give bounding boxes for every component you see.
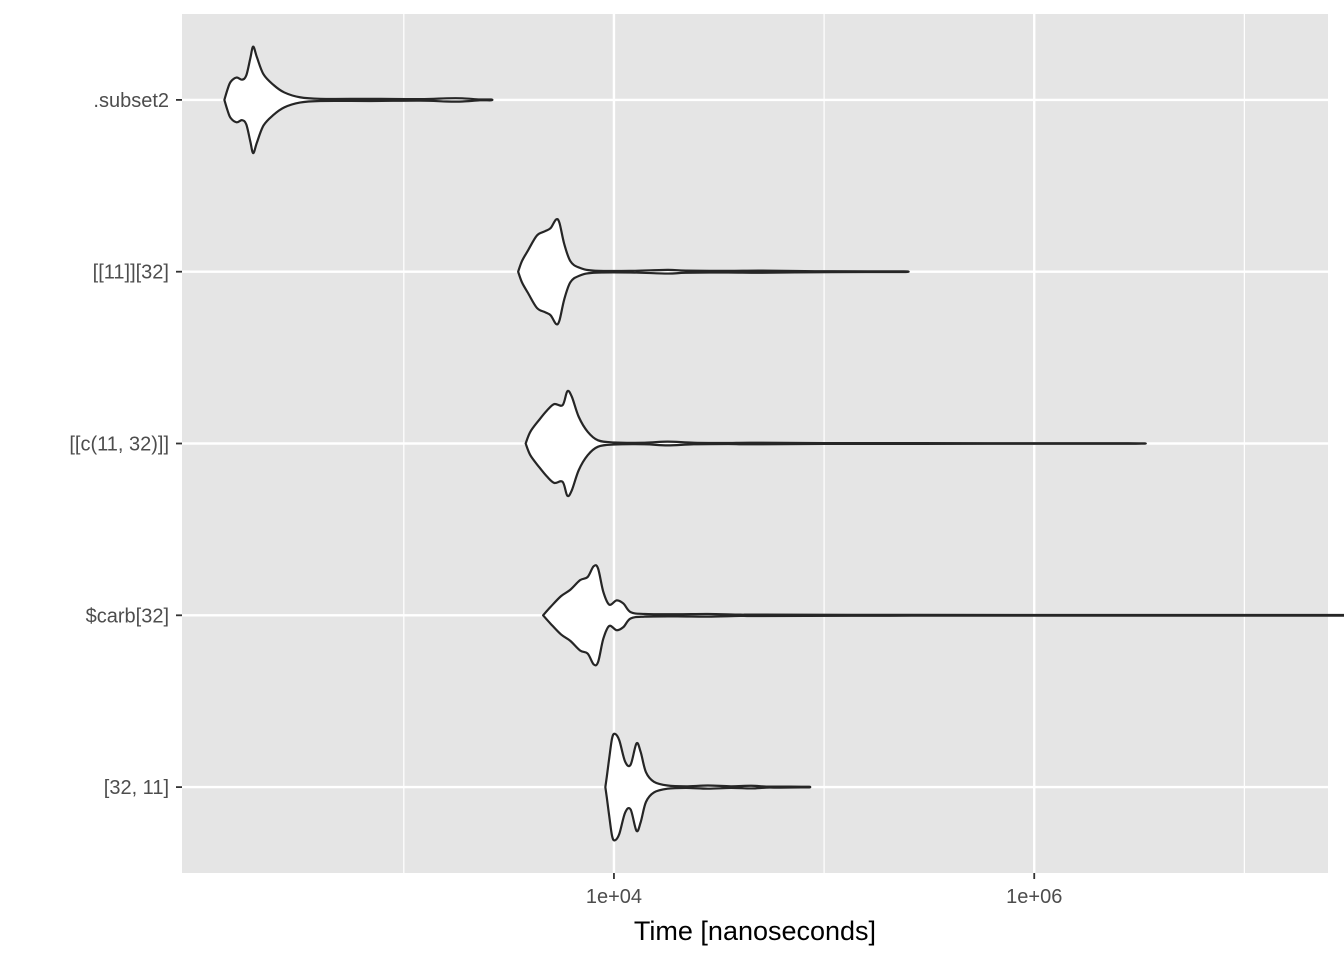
violin-2 — [524, 389, 1147, 498]
x-tick-label: 1e+04 — [586, 886, 642, 908]
violin-4 — [604, 732, 812, 842]
y-tick-label: .subset2 — [93, 90, 169, 112]
x-axis: 1e+04 1e+06 — [586, 873, 1062, 908]
y-tick-label: $carb[32] — [86, 605, 169, 627]
x-tick-label: 1e+06 — [1006, 886, 1062, 908]
violin-3 — [541, 564, 1344, 667]
x-axis-title: Time [nanoseconds] — [634, 916, 876, 946]
violins — [223, 45, 1344, 842]
violin-0 — [223, 45, 494, 155]
y-tick-label: [[11]][32] — [93, 262, 169, 284]
violin-1 — [517, 217, 910, 326]
y-tick-label: [[c(11, 32)]] — [69, 434, 169, 456]
y-axis: .subset2 [[11]][32] [[c(11, 32)]] $carb[32]… — [69, 90, 182, 799]
y-tick-label: [32, 11] — [104, 777, 169, 799]
